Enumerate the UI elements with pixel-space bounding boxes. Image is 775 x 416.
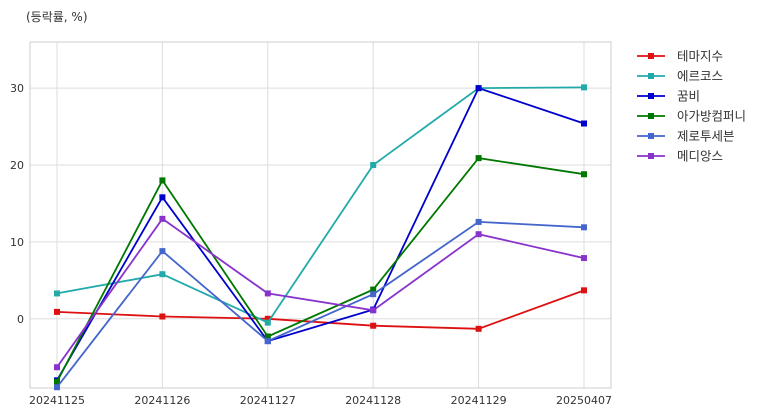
unit-label: (등락률, %) (26, 10, 88, 24)
data-point (159, 215, 166, 222)
data-point (370, 307, 377, 314)
legend-label: 아가방컴퍼니 (677, 109, 746, 124)
x-tick-label: 20250407 (556, 394, 612, 407)
legend-item: 아가방컴퍼니 (637, 109, 746, 124)
data-point (159, 177, 166, 184)
legend-item: 에르코스 (637, 69, 723, 84)
series-line (56, 220, 585, 388)
x-tick-label: 20241126 (134, 394, 190, 407)
data-point (475, 85, 482, 92)
legend-marker (648, 113, 654, 119)
series-에르코스 (54, 84, 587, 326)
series-line (56, 86, 585, 324)
legend-item: 메디앙스 (637, 149, 723, 164)
x-tick-label: 20241129 (451, 394, 507, 407)
data-point (159, 248, 166, 255)
legend-marker (648, 153, 654, 159)
data-point (264, 333, 271, 340)
series-테마지수 (54, 287, 587, 332)
data-point (475, 325, 482, 332)
data-point (475, 231, 482, 238)
series-아가방컴퍼니 (54, 155, 587, 385)
data-point (581, 255, 587, 262)
data-point (159, 271, 166, 278)
legend-marker (648, 53, 654, 59)
series-메디앙스 (54, 215, 587, 371)
series-line (56, 217, 585, 368)
x-tick-label: 20241125 (29, 394, 85, 407)
legend-item: 테마지수 (637, 49, 723, 64)
legend-label: 에르코스 (677, 69, 723, 84)
data-point (264, 319, 271, 326)
data-point (370, 322, 377, 329)
x-tick-label: 20241127 (240, 394, 296, 407)
data-point (581, 120, 587, 127)
data-point (370, 286, 377, 293)
data-point (264, 315, 271, 322)
legend-item: 제로투세븐 (637, 129, 735, 144)
x-axis-ticks: 20241125 20241126 20241127 20241128 20241129… (29, 394, 612, 407)
data-point (475, 218, 482, 225)
legend-label: 테마지수 (677, 49, 723, 64)
series-제로투세븐 (54, 218, 587, 391)
grid-lines (30, 42, 611, 388)
y-tick-label: 10 (10, 236, 24, 249)
series-line (56, 289, 585, 330)
legend-marker (648, 73, 654, 79)
data-point (475, 155, 482, 162)
data-point (54, 364, 60, 371)
data-point (159, 194, 166, 201)
legend-marker (648, 93, 654, 99)
legend-label: 메디앙스 (677, 149, 723, 164)
y-tick-label: 20 (10, 159, 24, 172)
data-point (54, 378, 60, 385)
data-point (581, 171, 587, 178)
data-point (159, 313, 166, 320)
y-tick-label: 30 (10, 82, 24, 95)
data-point (54, 384, 60, 391)
y-tick-label: 0 (17, 313, 24, 326)
legend-item: 꿈비 (637, 89, 700, 104)
plot-frame (29, 41, 612, 389)
data-point (370, 291, 377, 298)
legend-marker (648, 133, 654, 139)
y-axis-ticks: 0 10 20 30 (10, 82, 24, 326)
data-point (370, 162, 377, 169)
series-line (56, 157, 585, 383)
legend-label: 제로투세븐 (677, 129, 735, 144)
data-point (264, 338, 271, 345)
legend-label: 꿈비 (677, 89, 700, 104)
series-line (56, 86, 585, 381)
data-point (264, 290, 271, 297)
x-tick-label: 20241128 (345, 394, 401, 407)
data-point (581, 84, 587, 91)
data-point (54, 290, 60, 297)
data-point (581, 287, 587, 294)
data-point (54, 308, 60, 315)
data-point (581, 224, 587, 231)
series-group (54, 84, 587, 391)
